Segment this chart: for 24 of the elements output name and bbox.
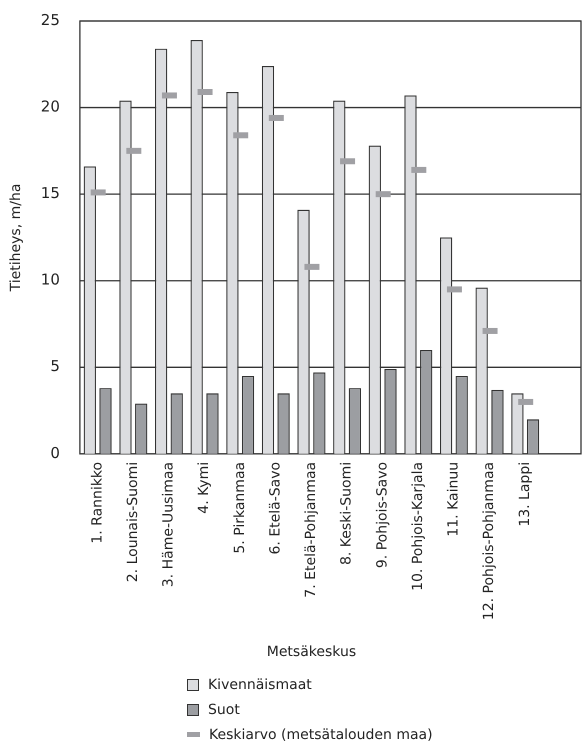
- y-tick-label: 5: [50, 357, 60, 376]
- x-tick-label: 8. Keski-Suomi: [338, 462, 355, 566]
- y-tick-label: 10: [40, 270, 60, 289]
- x-tick-label: 1. Rannikko: [89, 462, 106, 544]
- x-tick-label: 9. Pohjois-Savo: [374, 462, 390, 568]
- legend-label: Suot: [208, 702, 240, 718]
- x-tick-label: 11. Kainuu: [446, 462, 462, 537]
- x-tick-label: 13. Lappi: [516, 462, 533, 527]
- x-tick-label: 6. Etelä-Savo: [267, 462, 284, 554]
- y-tick-label: 20: [40, 97, 60, 116]
- x-axis-title: Metsäkeskus: [266, 644, 356, 660]
- x-tick-label: 2. Lounais-Suomi: [124, 462, 141, 582]
- x-tick-label: 5. Pirkanmaa: [232, 462, 248, 554]
- y-tick-label: 0: [50, 444, 60, 462]
- legend-label: Kivennäismaat: [208, 676, 312, 692]
- x-tick-label: 4. Kymi: [196, 462, 212, 514]
- legend-label: Keskiarvo (metsätalouden maa): [209, 726, 433, 742]
- x-tick-label: 7. Etelä-Pohjanmaa: [303, 462, 320, 598]
- y-axis-title: Tietiheys, m/ha: [8, 184, 24, 292]
- y-tick-label: 25: [40, 10, 60, 29]
- x-tick-label: 3. Häme-Uusimaa: [160, 462, 177, 588]
- x-tick-label: 12. Pohjois-Pohjanmaa: [481, 462, 498, 620]
- x-tick-label: 10. Pohjois-Karjala: [410, 462, 426, 591]
- y-tick-label: 15: [40, 184, 60, 202]
